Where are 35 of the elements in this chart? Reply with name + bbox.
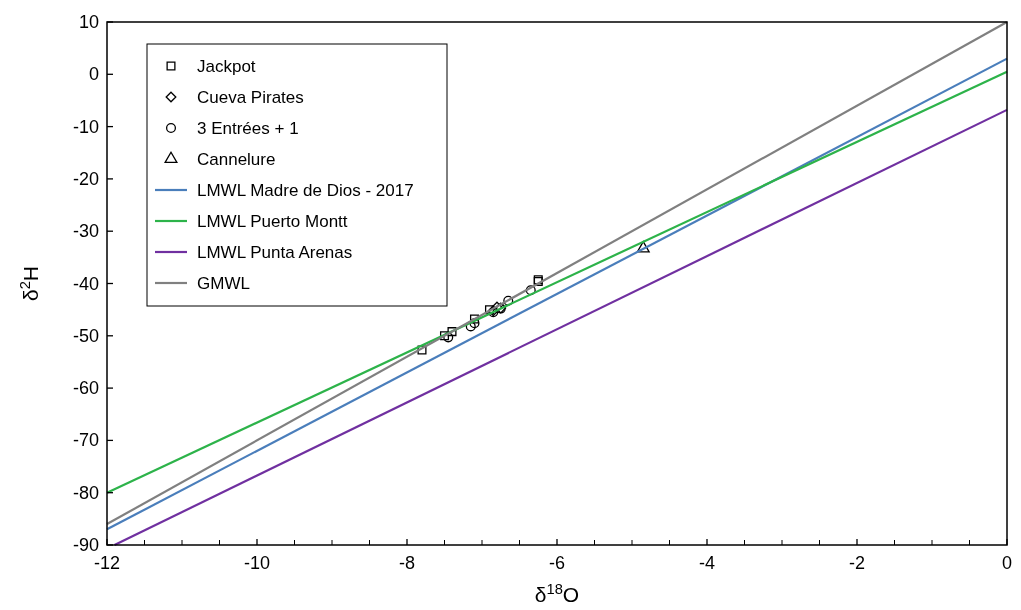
legend-label: Jackpot — [197, 57, 256, 76]
y-tick-label: -20 — [72, 168, 99, 189]
y-tick-label: -70 — [72, 430, 99, 451]
point — [469, 314, 480, 324]
x-tick-label: -8 — [398, 553, 416, 573]
y-tick-label: -40 — [72, 273, 99, 294]
point — [439, 331, 450, 341]
point — [636, 241, 650, 253]
legend-label: 3 Entrées + 1 — [197, 119, 299, 138]
x-tick-label: -6 — [548, 553, 566, 573]
y-tick-label: 10 — [78, 12, 99, 32]
legend-label: LMWL Puerto Montt — [197, 212, 348, 231]
legend-label: LMWL Punta Arenas — [197, 243, 353, 262]
y-tick-label: -50 — [72, 325, 99, 346]
legend-label: GMWL — [197, 274, 250, 293]
legend-label: Cueva Pirates — [197, 88, 304, 107]
point — [491, 301, 503, 313]
x-tick-label: -2 — [848, 553, 866, 573]
point — [503, 295, 514, 306]
x-tick-label: 0 — [1001, 553, 1013, 573]
point — [484, 305, 495, 315]
legend-label: LMWL Madre de Dios - 2017 — [197, 181, 414, 200]
x-tick-label: -10 — [243, 553, 271, 573]
point — [417, 345, 427, 355]
x-tick-label: -12 — [93, 553, 121, 573]
x-tick-label: -4 — [698, 553, 716, 573]
y-tick-label: -10 — [72, 116, 99, 137]
y-tick-label: -60 — [72, 378, 99, 399]
y-tick-label: -80 — [72, 482, 99, 503]
y-tick-label: 0 — [88, 64, 99, 85]
point — [447, 327, 457, 337]
y-tick-label: -90 — [72, 535, 99, 555]
y-tick-label: -30 — [72, 221, 99, 242]
legend-label: Cannelure — [197, 150, 276, 169]
x-axis-title: δ$^{18}$O — [534, 581, 580, 606]
